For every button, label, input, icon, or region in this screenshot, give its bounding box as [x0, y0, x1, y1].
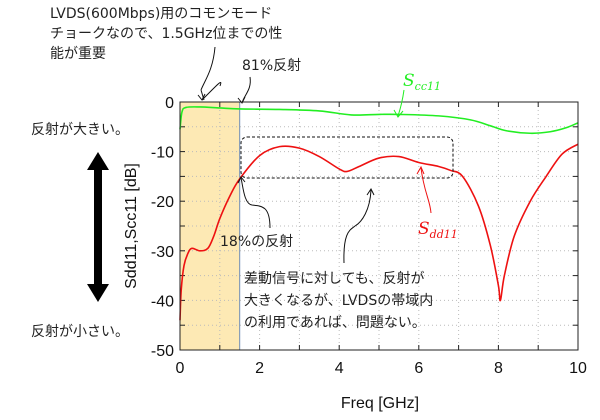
small-reflection-label: 反射が小さい。 [31, 324, 129, 340]
grid [180, 102, 578, 350]
y-tick-label: -40 [151, 293, 174, 310]
highlight-band [179, 101, 241, 351]
large-reflection-label: 反射が大きい。 [31, 122, 129, 138]
y-tick-label: 0 [165, 95, 174, 112]
x-tick-label: 2 [255, 360, 264, 377]
series-lines [179, 106, 579, 321]
plot-frame [179, 101, 579, 351]
x-tick-label: 6 [414, 360, 423, 377]
scc11-arrow [393, 89, 405, 118]
highlight-band-rect [179, 101, 241, 351]
reflect-81-label: 81%反射 [242, 58, 302, 74]
legend-sdd11: Sdd11 [418, 219, 458, 241]
double-arrow-icon [87, 152, 109, 302]
x-tick-label: 4 [335, 360, 344, 377]
y-tick-label: -20 [151, 194, 174, 211]
y-tick-label: -30 [151, 244, 174, 261]
series-sdd11 [179, 143, 579, 321]
x-tick-label: 0 [176, 360, 185, 377]
lvds-note: LVDS(600Mbps)用のコモンモード チョークなので、1.5GHz位までの… [50, 4, 282, 64]
x-tick-label: 10 [569, 360, 587, 377]
ticks: 0 2 4 6 8 10 0 -10 -20 -30 -40 -50 [151, 95, 587, 377]
y-axis-label: Sdd11,Scc11 [dB] [123, 163, 140, 289]
diff-note-line: 大きくなるが、LVDSの帯域内 [244, 293, 434, 309]
x-tick-label: 8 [494, 360, 503, 377]
x-axis-label: Freq [GHz] [341, 395, 419, 412]
diff-note: 差動信号に対しても、反射が 大きくなるが、LVDSの帯域内 の利用であれば、問題… [244, 268, 433, 334]
reflect-18-label: 18%の反射 [220, 234, 294, 250]
annotation-arrows [197, 46, 375, 264]
y-tick-label: -50 [151, 343, 174, 360]
legend-scc11: Scc11 [403, 71, 441, 93]
lvds-note-line: チョークなので、1.5GHz位までの性 [50, 26, 283, 42]
sdd11-arrow [416, 165, 432, 214]
y-tick-label: -10 [151, 145, 174, 162]
lvds-note-line: 能が重要 [50, 46, 106, 62]
lvds-note-line: LVDS(600Mbps)用のコモンモード [50, 6, 273, 22]
series-scc11 [179, 106, 579, 135]
diff-note-line: の利用であれば、問題ない。 [244, 315, 426, 331]
band-box [240, 136, 454, 179]
diff-note-line: 差動信号に対しても、反射が [244, 271, 425, 287]
